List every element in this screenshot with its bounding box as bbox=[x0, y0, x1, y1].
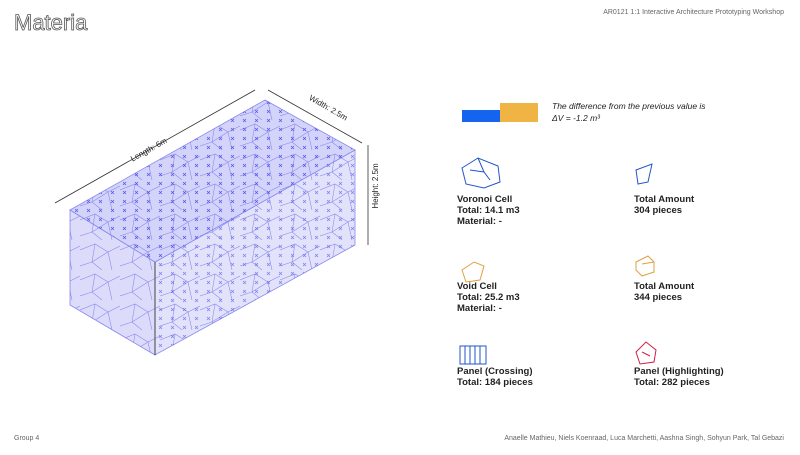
item-detail: 344 pieces bbox=[634, 292, 682, 303]
legend-orange bbox=[500, 103, 538, 122]
item-title: Panel (Crossing) bbox=[457, 366, 533, 377]
height-label: Height: 2.5m bbox=[371, 163, 380, 209]
item-title: Voronoi Cell bbox=[457, 194, 512, 205]
item-title: Total Amount bbox=[634, 281, 695, 292]
authors: Anaelle Mathieu, Niels Koenraad, Luca Ma… bbox=[504, 435, 784, 442]
group-label: Group 4 bbox=[14, 435, 39, 442]
item-detail: Total: 282 pieces bbox=[634, 377, 710, 388]
dimension-lines bbox=[54, 89, 369, 245]
course-name: AR0121 1:1 Interactive Architecture Prot… bbox=[603, 9, 784, 16]
item-detail: Material: - bbox=[457, 216, 502, 227]
item-detail: Total: 25.2 m3 bbox=[457, 292, 520, 303]
item-title: Panel (Highlighting) bbox=[634, 366, 724, 377]
legend-blue bbox=[462, 110, 500, 122]
item-detail: 304 pieces bbox=[634, 205, 682, 216]
item-title: Void Cell bbox=[457, 281, 497, 292]
item-title: Total Amount bbox=[634, 194, 695, 205]
voronoi-box bbox=[69, 99, 356, 356]
item-detail: Total: 14.1 m3 bbox=[457, 205, 520, 216]
item-detail: Material: - bbox=[457, 303, 502, 314]
item-detail: Total: 184 pieces bbox=[457, 377, 533, 388]
legend-caption: ΔV = -1.2 m³ bbox=[551, 113, 601, 123]
slide-title: Materia bbox=[14, 10, 88, 35]
width-label: Width: 2.5m bbox=[308, 93, 350, 122]
icons bbox=[459, 157, 657, 365]
legend-caption: The difference from the previous value i… bbox=[552, 101, 706, 111]
